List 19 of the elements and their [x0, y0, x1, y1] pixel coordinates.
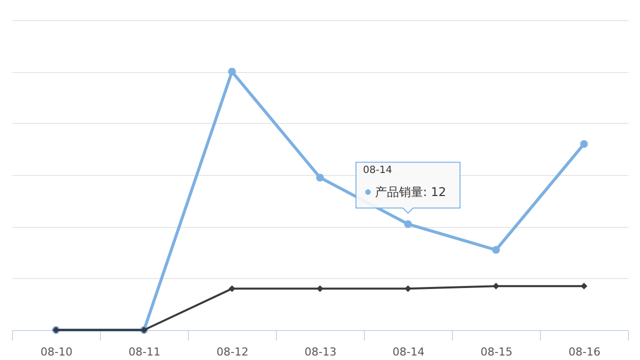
point — [492, 282, 500, 290]
x-tick-label: 08-14 — [392, 346, 424, 358]
point — [316, 285, 324, 292]
category-label: 08-14 — [363, 165, 392, 176]
point — [404, 220, 412, 228]
point — [580, 140, 588, 148]
point — [228, 285, 236, 292]
x-tick-label: 08-12 — [216, 346, 248, 358]
x-tick-label: 08-11 — [128, 346, 160, 358]
point — [492, 246, 500, 254]
point — [316, 174, 324, 182]
point — [404, 285, 412, 292]
point — [228, 68, 236, 76]
x-tick-label: 08-10 — [40, 346, 72, 358]
x-tick-label: 08-15 — [480, 346, 512, 358]
point — [580, 282, 588, 290]
x-tick-label: 08-13 — [304, 346, 336, 358]
x-tick-label: 08-16 — [568, 346, 600, 358]
annotation: 产品销量: 12 — [375, 185, 446, 200]
